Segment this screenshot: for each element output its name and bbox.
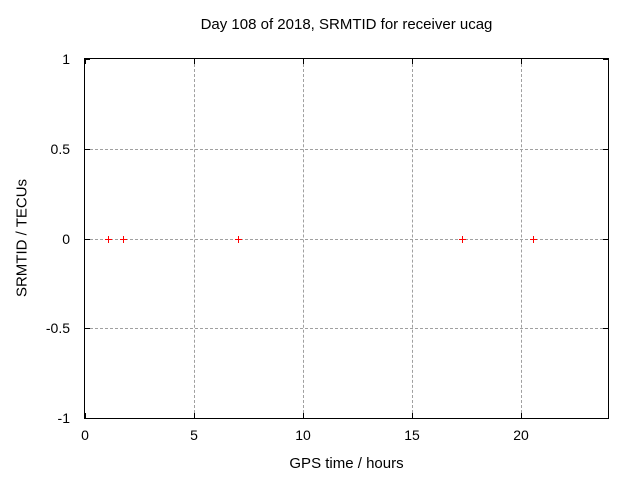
x-gridline (521, 59, 522, 418)
chart-title: Day 108 of 2018, SRMTID for receiver uca… (200, 16, 493, 33)
y-gridline (85, 149, 608, 150)
x-tick-bottom (194, 413, 195, 418)
data-point-marker (235, 236, 242, 243)
x-tick-top (85, 59, 86, 64)
data-point-marker (105, 236, 112, 243)
y-tick-label: 0 (62, 231, 70, 247)
data-point-marker (120, 236, 127, 243)
data-point-marker (530, 236, 537, 243)
y-tick-left (85, 239, 90, 240)
y-tick-left (85, 418, 90, 419)
x-tick-bottom (303, 413, 304, 418)
x-tick-label: 0 (81, 427, 89, 443)
y-tick-right (603, 328, 608, 329)
x-gridline (303, 59, 304, 418)
x-tick-top (412, 59, 413, 64)
x-axis-label: GPS time / hours (289, 455, 404, 472)
y-tick-label: -1 (57, 410, 70, 426)
y-tick-left (85, 328, 90, 329)
x-tick-top (303, 59, 304, 64)
plot-area (84, 58, 609, 419)
x-tick-bottom (521, 413, 522, 418)
x-gridline (194, 59, 195, 418)
x-tick-label: 10 (295, 427, 311, 443)
y-tick-right (603, 59, 608, 60)
data-point-marker (459, 236, 466, 243)
y-tick-right (603, 239, 608, 240)
x-tick-label: 15 (404, 427, 420, 443)
x-tick-top (194, 59, 195, 64)
x-tick-bottom (85, 413, 86, 418)
y-tick-right (603, 418, 608, 419)
x-gridline (412, 59, 413, 418)
y-gridline (85, 328, 608, 329)
y-gridline (85, 239, 608, 240)
y-tick-label: 0.5 (50, 141, 70, 157)
y-tick-right (603, 149, 608, 150)
y-tick-left (85, 149, 90, 150)
x-tick-label: 5 (190, 427, 198, 443)
y-tick-label: -0.5 (45, 320, 70, 336)
x-tick-top (521, 59, 522, 64)
x-tick-bottom (412, 413, 413, 418)
y-tick-label: 1 (62, 51, 70, 67)
y-tick-left (85, 59, 90, 60)
x-tick-label: 20 (513, 427, 529, 443)
